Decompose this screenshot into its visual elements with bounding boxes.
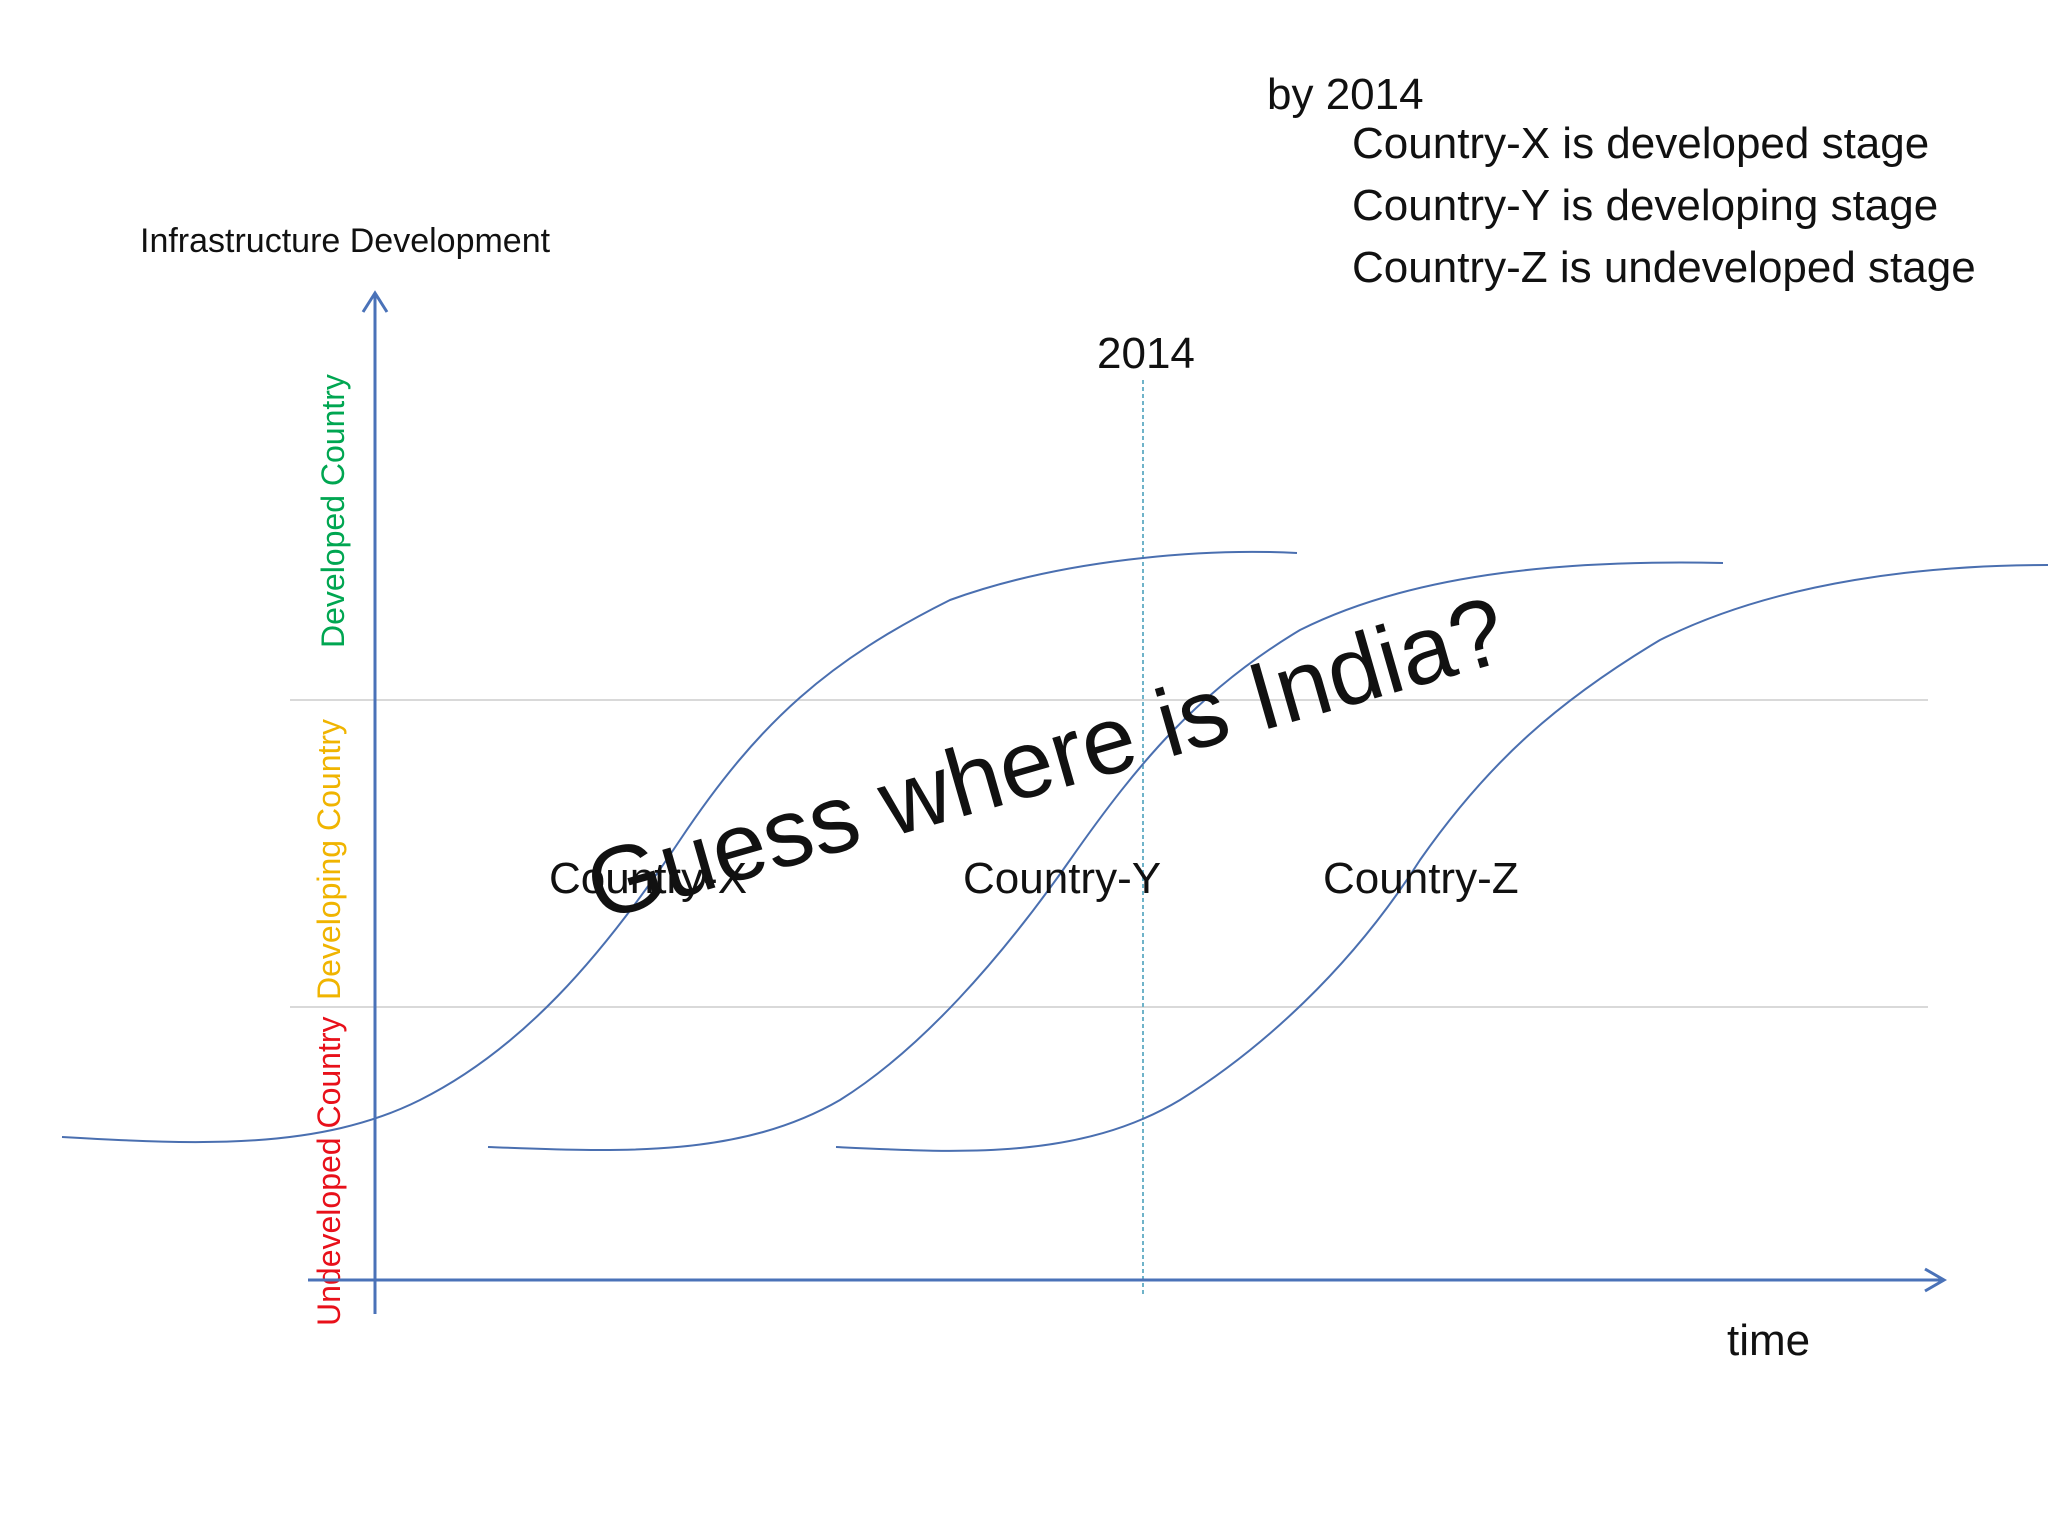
y-axis — [361, 290, 389, 1314]
stage-label-developing: Developing Country — [311, 719, 347, 1000]
curve-country-y — [487, 561, 1724, 1152]
curve-label-country-y: Country-Y — [963, 854, 1161, 903]
x-axis-arrowhead — [1924, 1267, 1947, 1293]
x-axis-title: time — [1727, 1316, 1810, 1365]
year-marker-label: 2014 — [1097, 329, 1195, 378]
y-axis-arrowhead — [361, 290, 389, 313]
summary-line-x: Country-X is developed stage — [1352, 119, 1929, 168]
curve-country-z — [835, 564, 2048, 1152]
curve-label-country-x: Country-X — [549, 854, 747, 903]
summary-line-z: Country-Z is undeveloped stage — [1352, 243, 1976, 292]
summary-line-y: Country-Y is developing stage — [1352, 181, 1938, 230]
stage-label-undeveloped: Undeveloped Country — [311, 1016, 347, 1326]
summary-heading: by 2014 — [1267, 70, 1424, 119]
x-axis — [308, 1267, 1947, 1293]
summary-block: by 2014 Country-X is developed stage Cou… — [1267, 70, 1976, 292]
stage-label-developed: Developed Country — [315, 374, 351, 648]
y-axis-title: Infrastructure Development — [140, 222, 551, 260]
curve-country-x — [61, 550, 1298, 1144]
curve-label-country-z: Country-Z — [1323, 854, 1519, 903]
